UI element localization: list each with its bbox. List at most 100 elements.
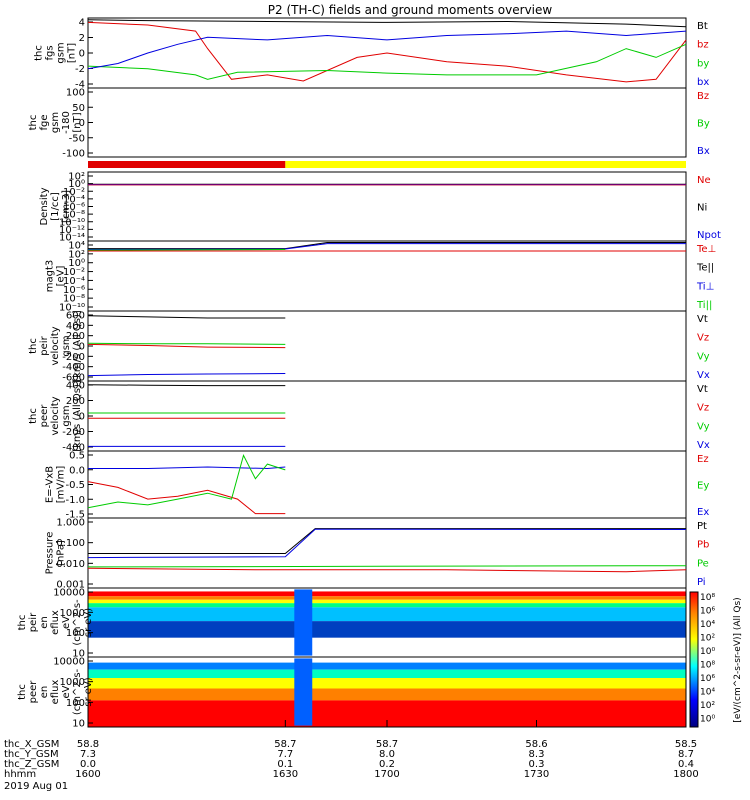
y-tick-label: 10⁻⁸ — [63, 210, 85, 221]
y-axis-label: eV — [61, 616, 72, 629]
spectrogram-band — [88, 621, 686, 638]
y-tick-label: -50 — [69, 133, 85, 144]
colorbar-tick: 10⁰ — [700, 715, 715, 725]
x-row-value: 0.1 — [277, 759, 293, 770]
y-tick-label: 0.5 — [69, 451, 85, 462]
legend-Te||: Te|| — [696, 263, 714, 274]
x-row-value: 0.4 — [678, 759, 694, 770]
y-tick-label: 0.001 — [56, 580, 85, 591]
y-axis-label: fgs — [45, 45, 56, 60]
y-axis-label: peer — [28, 680, 39, 704]
y-tick-label: 0 — [79, 342, 85, 353]
series-Ex — [88, 466, 286, 470]
y-axis-label: gsm — [61, 335, 72, 356]
legend-Pe: Pe — [697, 558, 709, 569]
y-tick-label: 100 — [66, 698, 85, 709]
panel-frame — [87, 87, 687, 158]
y-tick-label: -400 — [62, 443, 85, 454]
y-tick-label: 10⁰ — [68, 179, 85, 190]
spectrogram-band — [88, 599, 686, 604]
y-tick-label: 10⁻¹² — [59, 225, 85, 236]
x-row-value: 58.6 — [525, 739, 547, 750]
y-tick-label: 10⁴ — [68, 241, 85, 252]
y-tick-label: 0 — [79, 49, 85, 60]
legend-Vz: Vz — [697, 403, 709, 414]
y-tick-label: -0.5 — [65, 480, 85, 491]
y-axis-label: [eV] — [56, 266, 67, 287]
colorbar-tick: 10² — [700, 634, 715, 644]
colorbar-tick: 10⁴ — [700, 688, 715, 698]
x-row-value: 1630 — [273, 769, 298, 780]
spectrogram-band — [88, 662, 686, 670]
x-row-label: thc_Z_GSM — [4, 759, 59, 770]
series-Ti|| — [87, 249, 286, 251]
y-tick-label: 100 — [66, 88, 85, 99]
y-axis-label: [nT] — [67, 43, 78, 63]
y-tick-label: 4 — [79, 18, 85, 29]
legend-Bt: Bt — [697, 21, 708, 32]
series-Te|| — [88, 242, 686, 250]
x-row-value: 8.0 — [379, 749, 395, 760]
panel-frame — [87, 450, 687, 519]
spectrogram-band — [88, 596, 686, 600]
y-axis-label: E=-VxB — [45, 466, 56, 503]
y-axis-label: [mV/m] — [56, 466, 67, 504]
y-tick-label: 10⁻² — [63, 187, 85, 198]
legend-Vx: Vx — [697, 440, 710, 451]
y-tick-label: 10⁻¹⁰ — [59, 303, 85, 314]
y-axis-label: Pressure — [45, 532, 56, 575]
legend-Pt: Pt — [697, 521, 707, 532]
panel-frame — [87, 380, 687, 452]
x-row-value: 1700 — [374, 769, 399, 780]
legend-Ni: Ni — [697, 203, 707, 214]
legend-Bz: Bz — [697, 91, 709, 102]
y-axis-label: thc — [17, 684, 28, 700]
y-tick-label: 10⁻² — [63, 267, 85, 278]
colorbar-tick: 10⁸ — [700, 593, 715, 603]
y-axis-label: peer — [39, 404, 50, 428]
spectrogram-band — [88, 678, 686, 689]
y-axis-label: fge — [39, 114, 50, 130]
x-date: 2019 Aug 01 — [4, 781, 68, 792]
x-row-value: 0.3 — [529, 759, 545, 770]
legend-Vy: Vy — [697, 421, 710, 432]
series-Vt — [87, 315, 286, 319]
y-tick-label: -400 — [62, 362, 85, 373]
y-tick-label: 10⁻⁴ — [63, 276, 85, 287]
colorbar-tick: 10⁶ — [700, 607, 715, 617]
colorbar-scale — [689, 591, 699, 728]
panel-1: 100 50 0 -50 -100 thc fge gsm -180 [nT] Bz By Bx — [28, 87, 710, 160]
x-row-label: hhmm — [4, 769, 36, 780]
colorbar-tick: 10⁰ — [700, 647, 715, 657]
x-row-value: 58.8 — [77, 739, 99, 750]
y-tick-label: 1000 — [60, 677, 85, 688]
series-Pe — [87, 565, 687, 568]
y-tick-label: 100 — [66, 628, 85, 639]
y-axis-label: sr-eV) — [83, 677, 94, 706]
status-bar-segment — [88, 161, 286, 168]
series-bz — [87, 21, 687, 83]
y-axis-label: [cm-3] — [61, 190, 72, 223]
y-tick-label: 400 — [66, 381, 85, 392]
legend-Ti⊥: Ti⊥ — [696, 281, 714, 292]
y-tick-label: -100 — [62, 149, 85, 160]
x-row-label: thc_Y_GSM — [4, 749, 59, 760]
legend-By: By — [697, 119, 710, 130]
spectrogram-band — [88, 603, 686, 608]
legend-Bx: Bx — [697, 146, 710, 157]
series-Ti⊥ — [87, 243, 686, 250]
series-Pt — [88, 528, 686, 554]
y-axis-label: velocity — [50, 396, 61, 435]
y-tick-label: 0.010 — [56, 559, 85, 570]
x-row-value: 1730 — [524, 769, 549, 780]
x-row-value: 58.5 — [675, 739, 697, 750]
legend-Pb: Pb — [697, 540, 709, 551]
y-axis-label: [nT] — [72, 112, 83, 132]
legend-Ti||: Ti|| — [696, 300, 712, 311]
series-Vy — [87, 342, 286, 345]
colorbar-tick: 10⁴ — [700, 620, 715, 630]
